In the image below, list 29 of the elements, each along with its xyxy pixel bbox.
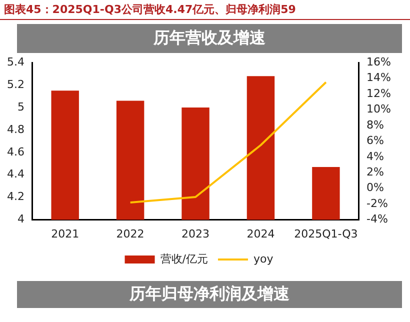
x-tick-label: 2024	[246, 227, 275, 240]
x-tick-label: 2022	[116, 227, 144, 240]
y2-tick-label: -4%	[366, 212, 388, 226]
y2-tick-label: 10%	[366, 102, 392, 116]
y2-tick-label: 12%	[366, 86, 392, 100]
x-tick-label: 2023	[182, 227, 210, 240]
x-tick-label: 2025Q1-Q3	[294, 227, 358, 240]
legend-label: 营收/亿元	[160, 252, 208, 266]
y-tick-label: 4.2	[6, 190, 24, 204]
y-tick-label: 4.4	[6, 168, 24, 181]
chart-subtitle: 历年营收及增速	[17, 24, 402, 53]
y2-tick-label: -2%	[366, 196, 388, 210]
legend-label: yoy	[253, 252, 274, 266]
y2-tick-label: 8%	[366, 118, 384, 132]
y2-tick-label: 4%	[366, 150, 384, 163]
y-tick-label: 5.4	[6, 55, 24, 68]
chart-title: 图表45：2025Q1-Q3公司营收4.47亿元、归母净利润59	[0, 0, 410, 20]
y2-tick-label: 14%	[366, 71, 392, 84]
y2-tick-label: 0%	[366, 181, 384, 194]
y-tick-label: 4.8	[6, 122, 24, 136]
y-tick-label: 4	[17, 212, 24, 226]
y-tick-label: 5.2	[6, 78, 24, 91]
y-tick-label: 4.6	[6, 145, 24, 158]
text: 历年归母净利润及增速	[17, 281, 402, 308]
y2-tick-label: 6%	[366, 134, 384, 148]
y2-tick-label: 2%	[366, 166, 384, 178]
y2-tick-label: 16%	[366, 55, 392, 68]
y-tick-label: 5	[17, 100, 24, 114]
x-tick-label: 2021	[51, 227, 80, 240]
